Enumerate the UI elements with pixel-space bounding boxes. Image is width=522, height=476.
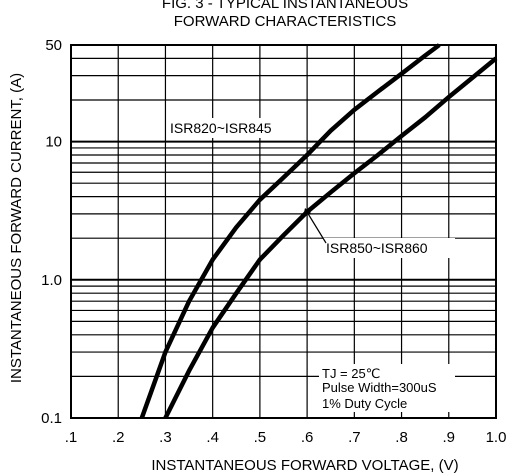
x-tick-label: .6: [301, 429, 314, 446]
x-tick-label: .9: [443, 429, 456, 446]
x-tick-label: .8: [395, 429, 408, 446]
x-tick-label: .3: [159, 429, 172, 446]
test-conditions-note: TJ = 25℃ Pulse Width=300uS 1% Duty Cycle: [319, 364, 455, 412]
y-tick-label: 0.1: [41, 410, 62, 427]
y-tick-label: 50: [45, 37, 62, 54]
pulse-width-annotation: Pulse Width=300uS: [322, 380, 437, 395]
chart-title-line-1: FIG. 3 - TYPICAL INSTANTANEOUS: [162, 0, 408, 12]
x-tick-label: 1.0: [486, 429, 507, 446]
tj-annotation: TJ = 25℃: [322, 366, 380, 381]
x-tick-label: .4: [206, 429, 219, 446]
y-tick-label: 10: [45, 134, 62, 151]
x-tick-label: .1: [65, 429, 78, 446]
x-tick-label: .5: [254, 429, 267, 446]
x-tick-labels: .1 .2 .3 .4 .5 .6 .7 .8 .9 1.0: [65, 429, 507, 446]
series-label-isr850-leader: [306, 211, 327, 244]
chart-grid: [70, 44, 497, 419]
chart-title-line-2: FORWARD CHARACTERISTICS: [174, 13, 397, 30]
series-line-1: [139, 43, 441, 419]
series-line-2: [163, 56, 498, 420]
x-tick-label: .2: [112, 429, 125, 446]
series-label-isr850-text: ISR850~ISR860: [326, 240, 428, 256]
series-label-isr850: ISR850~ISR860: [303, 208, 455, 258]
y-tick-label: 1.0: [41, 272, 62, 289]
duty-cycle-annotation: 1% Duty Cycle: [322, 396, 407, 411]
chart-curves: [139, 43, 498, 420]
plot-frame: [70, 44, 497, 419]
y-axis-title: INSTANTANEOUS FORWARD CURRENT, (A): [8, 73, 25, 383]
y-tick-labels: 0.1 1.0 10 50: [41, 37, 62, 427]
series-label-isr820-text: ISR820~ISR845: [170, 120, 272, 136]
x-axis-title: INSTANTANEOUS FORWARD VOLTAGE, (V): [151, 457, 458, 474]
series-label-isr820: ISR820~ISR845: [168, 118, 304, 138]
series-label-isr850-arrowhead: [303, 208, 311, 217]
x-tick-label: .7: [348, 429, 361, 446]
